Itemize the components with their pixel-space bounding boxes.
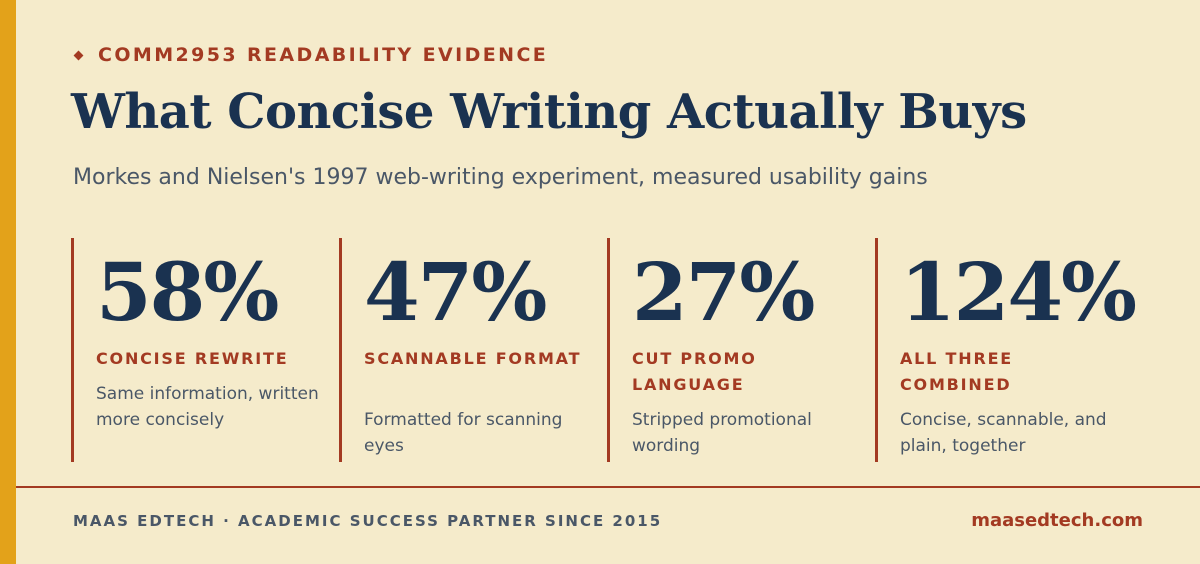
footer-divider	[16, 486, 1200, 488]
stat-value: 27%	[632, 245, 815, 339]
stat-value: 58%	[96, 245, 279, 339]
stat-concise-rewrite: 58% CONCISE REWRITE Same information, wr…	[71, 238, 321, 462]
stat-scannable-format: 47% SCANNABLE FORMAT Formatted for scann…	[339, 238, 589, 462]
stat-label: CUT PROMO LANGUAGE	[632, 349, 757, 394]
stats-row: 58% CONCISE REWRITE Same information, wr…	[71, 238, 1151, 462]
footer-website-link[interactable]: maasedtech.com	[971, 510, 1143, 531]
eyebrow: COMM2953 READABILITY EVIDENCE	[73, 44, 548, 66]
stat-label: ALL THREE COMBINED	[900, 349, 1014, 394]
stat-description: Formatted for scanning eyes	[364, 410, 563, 456]
footer-tagline: MAAS EDTECH · ACADEMIC SUCCESS PARTNER S…	[73, 512, 663, 530]
stat-label: SCANNABLE FORMAT	[364, 349, 582, 368]
left-accent-bar	[0, 0, 16, 564]
diamond-icon	[73, 50, 84, 60]
stat-all-three-combined: 124% ALL THREE COMBINED Concise, scannab…	[875, 238, 1137, 462]
stat-description: Concise, scannable, and plain, together	[900, 410, 1107, 456]
stat-cut-promo-language: 27% CUT PROMO LANGUAGE Stripped promotio…	[607, 238, 857, 462]
page-title: What Concise Writing Actually Buys	[71, 84, 1027, 140]
stat-value: 124%	[900, 245, 1137, 339]
stat-description: Stripped promotional wording	[632, 410, 812, 456]
eyebrow-text: COMM2953 READABILITY EVIDENCE	[98, 44, 549, 66]
stat-value: 47%	[364, 245, 547, 339]
stat-label: CONCISE REWRITE	[96, 349, 289, 368]
stat-description: Same information, written more concisely	[96, 384, 319, 430]
page-subtitle: Morkes and Nielsen's 1997 web-writing ex…	[73, 165, 928, 190]
